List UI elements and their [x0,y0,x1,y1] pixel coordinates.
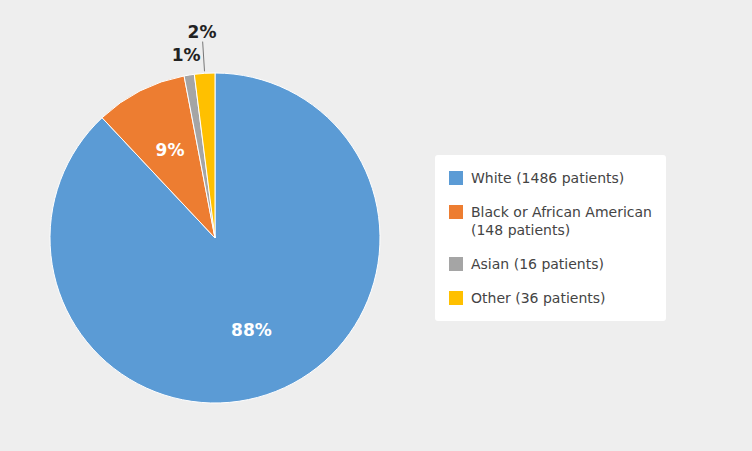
data-label: 88% [231,320,272,340]
legend-swatch [449,171,463,185]
legend-box [435,155,666,321]
legend-swatch [449,257,463,271]
background [0,0,752,451]
legend: White (1486 patients) Black or African Am… [435,155,666,321]
legend-swatch [449,291,463,305]
legend-label: Asian (16 patients) [471,256,604,272]
legend-label: Black or African American(148 patients) [471,204,652,238]
slices [50,73,380,403]
chart: 88% 9% 1% 2% White (1486 patients) Black or A… [0,0,752,451]
legend-label: Other (36 patients) [471,290,606,306]
data-label: 2% [188,22,217,42]
legend-label: White (1486 patients) [471,170,624,186]
data-label: 1% [172,45,201,65]
pie-slice [194,73,215,238]
chart-container: 88% 9% 1% 2% White (1486 patients) Black or A… [0,0,752,451]
data-labels: 88% 9% 1% 2% [156,22,272,340]
leader-line [203,42,205,72]
legend-swatch [449,205,463,219]
data-label: 9% [156,140,185,160]
pie-slice [50,73,380,403]
